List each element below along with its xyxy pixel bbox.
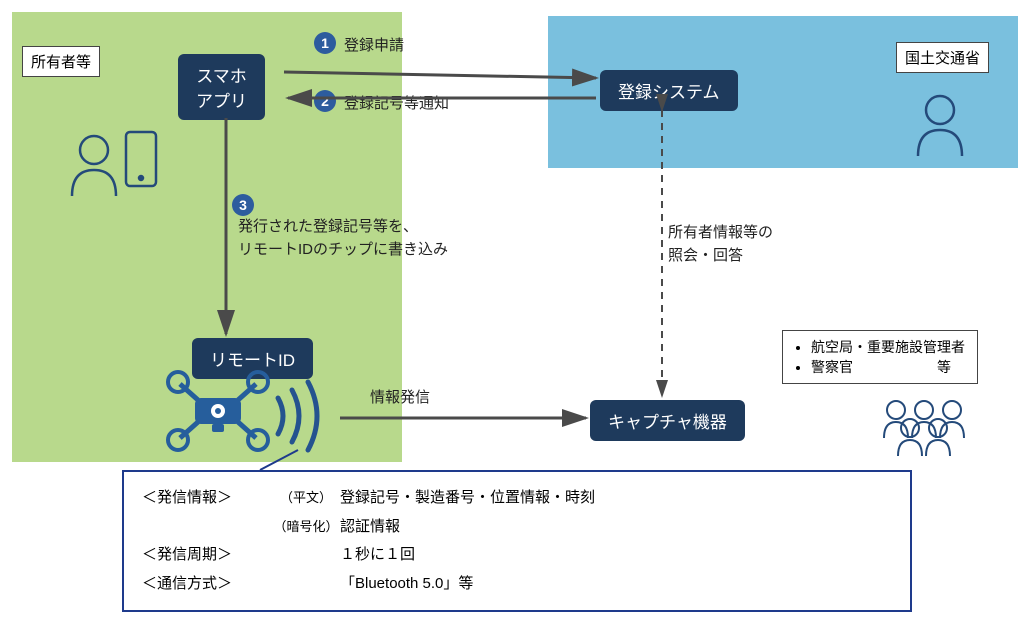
registration-system-label: 登録システム [618, 83, 720, 102]
remote-id-node: リモートID [192, 338, 313, 379]
info-row-2: （暗号化） 認証情報 [142, 513, 892, 542]
label-emit: 情報発信 [370, 386, 430, 407]
owner-label-box: 所有者等 [22, 46, 100, 77]
mlit-label: 国土交通省 [905, 50, 980, 67]
info-row-3: ＜発信周期＞ １秒に１回 [142, 541, 892, 570]
owner-label: 所有者等 [31, 54, 91, 71]
smartphone-app-line1: スマホ [196, 62, 247, 87]
authority-item-1: 航空局・重要施設管理者 [811, 337, 965, 357]
remote-id-label: リモートID [210, 351, 295, 370]
label-inquiry: 所有者情報等の 照会・回答 [668, 222, 773, 267]
authority-item-2: 警察官 等 [811, 357, 965, 377]
label-write-chip: 発行された登録記号等を、 リモートIDのチップに書き込み [238, 216, 448, 261]
circle-1: 1 [314, 32, 336, 54]
info-row-1: ＜発信情報＞ （平文） 登録記号・製造番号・位置情報・時刻 [142, 484, 892, 513]
capture-device-node: キャプチャ機器 [590, 400, 745, 441]
label-register-notify: 登録記号等通知 [344, 92, 449, 113]
label-register-apply: 登録申請 [344, 34, 404, 55]
circle-3: 3 [232, 194, 254, 216]
smartphone-app-line2: アプリ [196, 87, 247, 112]
mlit-label-box: 国土交通省 [896, 42, 989, 73]
transmission-info-box: ＜発信情報＞ （平文） 登録記号・製造番号・位置情報・時刻 （暗号化） 認証情報… [122, 470, 912, 612]
authorities-people-icon [884, 401, 964, 456]
capture-device-label: キャプチャ機器 [608, 413, 727, 432]
authority-list-box: 航空局・重要施設管理者 警察官 等 [782, 330, 978, 384]
smartphone-app-node: スマホ アプリ [178, 54, 265, 120]
registration-system-node: 登録システム [600, 70, 738, 111]
circle-2: 2 [314, 90, 336, 112]
info-row-4: ＜通信方式＞ 「Bluetooth 5.0」等 [142, 570, 892, 599]
